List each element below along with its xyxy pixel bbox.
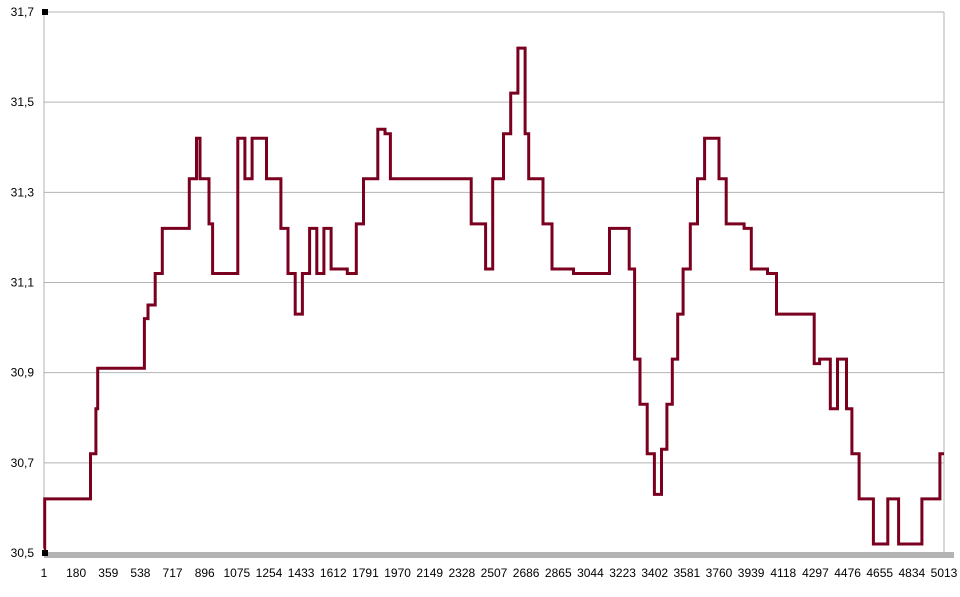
x-tick-label: 2865 [545, 566, 572, 580]
x-tick-labels: 1 180 359 538 717 896 1075 1254 1433 1612 1791 1970… [41, 566, 958, 580]
x-tick-label: 1433 [288, 566, 315, 580]
x-tick-label: 3044 [577, 566, 604, 580]
x-tick-label: 3581 [674, 566, 701, 580]
x-tick-label: 2328 [449, 566, 476, 580]
x-tick-label: 1 [41, 566, 48, 580]
x-tick-label: 2686 [513, 566, 540, 580]
y-tick-label: 30,5 [11, 546, 35, 560]
y-tick-label: 31,7 [11, 5, 35, 19]
y-tick-label: 31,3 [11, 185, 35, 199]
y-tick-label: 30,9 [11, 366, 35, 380]
x-tick-label: 3760 [706, 566, 733, 580]
y-axis-top-marker [42, 9, 48, 15]
x-tick-label: 359 [98, 566, 118, 580]
x-axis-bar [44, 552, 954, 558]
y-tick-label: 30,7 [11, 456, 35, 470]
x-tick-label: 3223 [609, 566, 636, 580]
x-tick-label: 896 [195, 566, 215, 580]
x-tick-label: 1075 [224, 566, 251, 580]
x-tick-label: 4834 [899, 566, 926, 580]
x-tick-label: 4655 [866, 566, 893, 580]
x-tick-label: 1612 [320, 566, 347, 580]
x-tick-label: 1254 [256, 566, 283, 580]
x-tick-label: 538 [130, 566, 150, 580]
x-tick-label: 717 [163, 566, 183, 580]
x-tick-label: 5013 [931, 566, 958, 580]
x-tick-label: 4297 [802, 566, 829, 580]
x-tick-label: 3939 [738, 566, 765, 580]
x-tick-label: 4476 [834, 566, 861, 580]
y-tick-labels: 30,5 30,7 30,9 31,1 31,3 31,5 31,7 [11, 5, 35, 560]
x-tick-label: 1970 [384, 566, 411, 580]
y-tick-label: 31,1 [11, 276, 35, 290]
x-tick-label: 180 [66, 566, 86, 580]
grid-layer [44, 12, 944, 553]
x-tick-label: 3402 [641, 566, 668, 580]
series-line-0 [44, 48, 944, 548]
x-tick-label: 2149 [416, 566, 443, 580]
x-tick-label: 2507 [481, 566, 508, 580]
axis-layer [42, 9, 954, 558]
x-tick-label: 1791 [352, 566, 379, 580]
x-tick-label: 4118 [770, 566, 796, 580]
y-axis-bottom-marker [42, 550, 48, 556]
y-tick-label: 31,5 [11, 95, 35, 109]
series-layer [44, 48, 944, 548]
